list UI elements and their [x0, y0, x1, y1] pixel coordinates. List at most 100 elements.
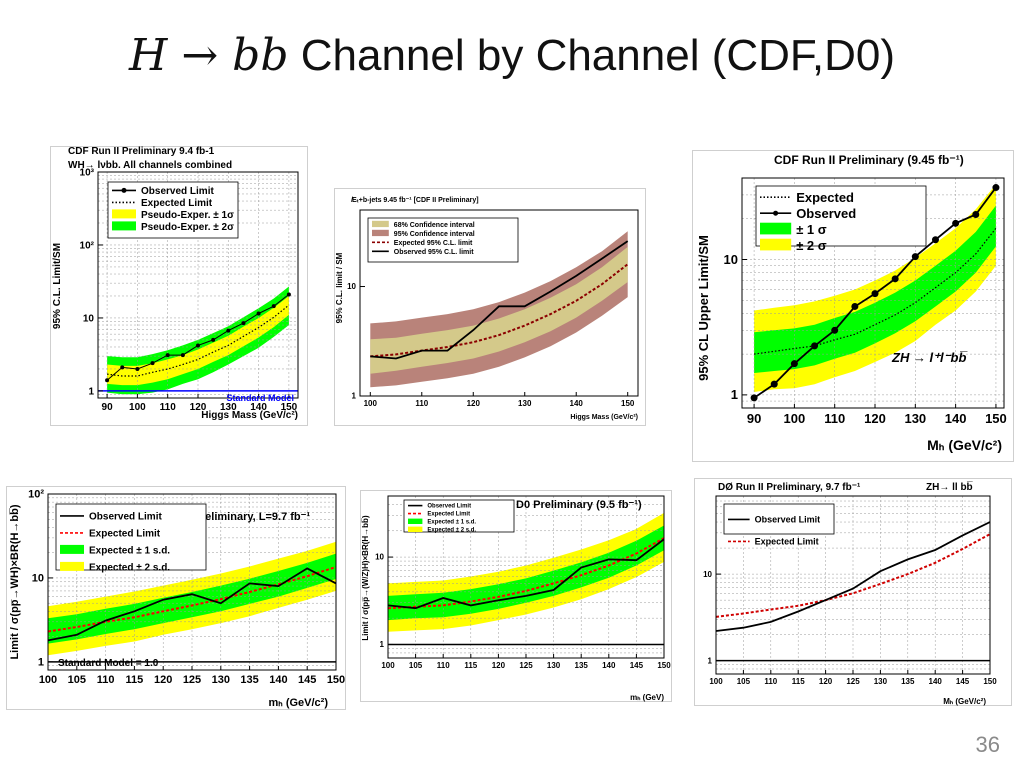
plot-frame: [741, 177, 1005, 409]
observed-point: [790, 360, 798, 368]
y-tick-label: 1: [352, 392, 357, 401]
legend-label-observed: Observed Limit: [89, 511, 162, 522]
observed-line: [370, 240, 629, 360]
legend-label-expected: Expected 95% C.L. limit: [394, 240, 473, 247]
legend-swatch-band1: [112, 209, 136, 219]
x-tick-label: 150: [621, 399, 635, 408]
legend-swatch-band2: [60, 561, 84, 571]
chart-panel-cdf-wh: 90 100 110 120 130 140 150 1 10 10² 10³ CDF Run II …: [50, 146, 308, 426]
observed-point: [180, 353, 185, 358]
legend-label-band1: Expected ± 1 s.d.: [427, 520, 476, 526]
y-tick-label: 1: [38, 657, 44, 669]
y-tick-label: 1: [731, 387, 738, 402]
y-tick-label: 1: [380, 640, 385, 649]
expected-line: [370, 263, 629, 358]
y-tick-label: 10³: [80, 167, 95, 178]
slide-number: 36: [975, 732, 1000, 757]
observed-point: [911, 253, 919, 261]
x-tick-label: 90: [747, 411, 761, 426]
x-axis-label: Mₕ (GeV/c²): [927, 437, 1002, 453]
observed-point: [211, 337, 216, 342]
x-tick-label: 135: [901, 677, 915, 686]
observed-point: [105, 378, 110, 383]
legend-label-band1: ± 1 σ: [796, 222, 827, 237]
x-tick-label: 110: [160, 402, 177, 413]
legend-swatch-band1: [60, 544, 84, 554]
x-tick-label: 105: [68, 674, 86, 686]
observed-point: [811, 342, 819, 350]
observed-point: [831, 326, 839, 334]
x-tick-label: 120: [190, 402, 207, 413]
legend-box: [755, 185, 927, 247]
plot-area: [388, 496, 664, 658]
observed-point: [286, 292, 291, 297]
y-tick-label: 10: [703, 570, 712, 579]
legend-label-band1: 68% Confidence interval: [394, 222, 475, 229]
observed-point: [992, 184, 1000, 192]
expected-line: [48, 566, 336, 633]
y-tick-label: 1: [708, 656, 713, 665]
x-tick-label: 145: [298, 674, 316, 686]
observed-point: [196, 343, 200, 348]
x-tick-label: 100: [129, 402, 146, 413]
observed-point: [150, 361, 155, 366]
x-tick-label: 120: [467, 399, 481, 408]
expected-line: [716, 533, 990, 618]
x-tick-label: 105: [737, 677, 751, 686]
x-tick-label: 125: [183, 674, 201, 686]
x-tick-label: 130: [518, 399, 532, 408]
x-tick-label: 110: [97, 674, 115, 686]
observed-point: [931, 236, 939, 244]
chart-title: CDF Run II Preliminary (9.45 fb⁻¹): [774, 153, 964, 167]
y-axis-label: Limit / σ(pp̅→(W/Z)H)×BR(H→bb̅): [361, 515, 370, 641]
channel-annotation: ZH → l⁺l⁻bb̅: [891, 350, 967, 365]
observed-line: [716, 521, 990, 632]
x-axis-label: mₕ (GeV): [630, 693, 664, 702]
x-tick-label: 115: [792, 677, 805, 686]
y-tick-label: 10: [83, 313, 95, 324]
legend-swatch-band1: [372, 220, 389, 228]
x-tick-label: 130: [874, 677, 888, 686]
chart-panel-d0-zh: 100 105 110 115 120 125 130 135 140 145 150 1 10 DØ R…: [694, 478, 1012, 706]
legend-swatch-band2: [112, 221, 136, 231]
x-tick-label: 145: [630, 661, 644, 670]
observed-point: [241, 321, 246, 326]
legend-label-observed: Observed: [796, 206, 856, 221]
x-tick-label: 130: [904, 411, 926, 426]
legend-label-observed: Observed Limit: [427, 504, 471, 510]
slide-title: H → bb Channel by Channel (CDF,D0): [0, 30, 1024, 81]
legend-label-observed: Observed 95% C.L. limit: [394, 249, 474, 256]
chart-title: CDF Run II Preliminary 9.4 fb-1: [68, 146, 215, 157]
x-axis-label: Higgs Mass (GeV/c²): [570, 414, 638, 421]
observed-point: [952, 219, 960, 227]
legend-label-band2: Pseudo-Exper. ± 2σ: [141, 222, 234, 233]
expected-line: [754, 227, 997, 355]
legend-label-expected: Expected: [796, 190, 854, 205]
plot-area: [370, 231, 629, 388]
x-tick-label: 140: [602, 661, 616, 670]
chart-subtitle: ZH→ ll bb̅: [926, 481, 973, 493]
y-tick-label: 10: [375, 553, 384, 562]
y-tick-label: 10²: [28, 489, 44, 501]
slide-title-math: H → bb: [128, 30, 289, 81]
expected-line: [107, 304, 290, 377]
x-tick-label: 110: [824, 411, 845, 426]
x-tick-label: 145: [956, 677, 970, 686]
legend-swatch-band1: [760, 222, 792, 235]
y-axis-label: Limit / σ(pp̅→WH)×BR(H→bb̅): [9, 504, 21, 659]
y-tick-label: 10: [347, 282, 356, 291]
legend-box: [367, 217, 519, 263]
legend-label-band2: Expected ± 2 s.d.: [89, 562, 170, 573]
x-tick-label: 110: [437, 661, 450, 670]
y-tick-label: 1: [88, 386, 94, 397]
x-tick-label: 115: [126, 674, 144, 686]
x-tick-label: 100: [784, 411, 806, 426]
chart-title: ̸Eₜ+b-jets 9.45 fb⁻¹ [CDF II Preliminary…: [351, 196, 479, 204]
sm-label: Standard Model: [226, 393, 294, 403]
x-tick-label: 110: [415, 399, 428, 408]
legend: Observed Limit Expected Limit Expected ± 1…: [403, 499, 515, 534]
legend-swatch-band2: [408, 526, 423, 532]
